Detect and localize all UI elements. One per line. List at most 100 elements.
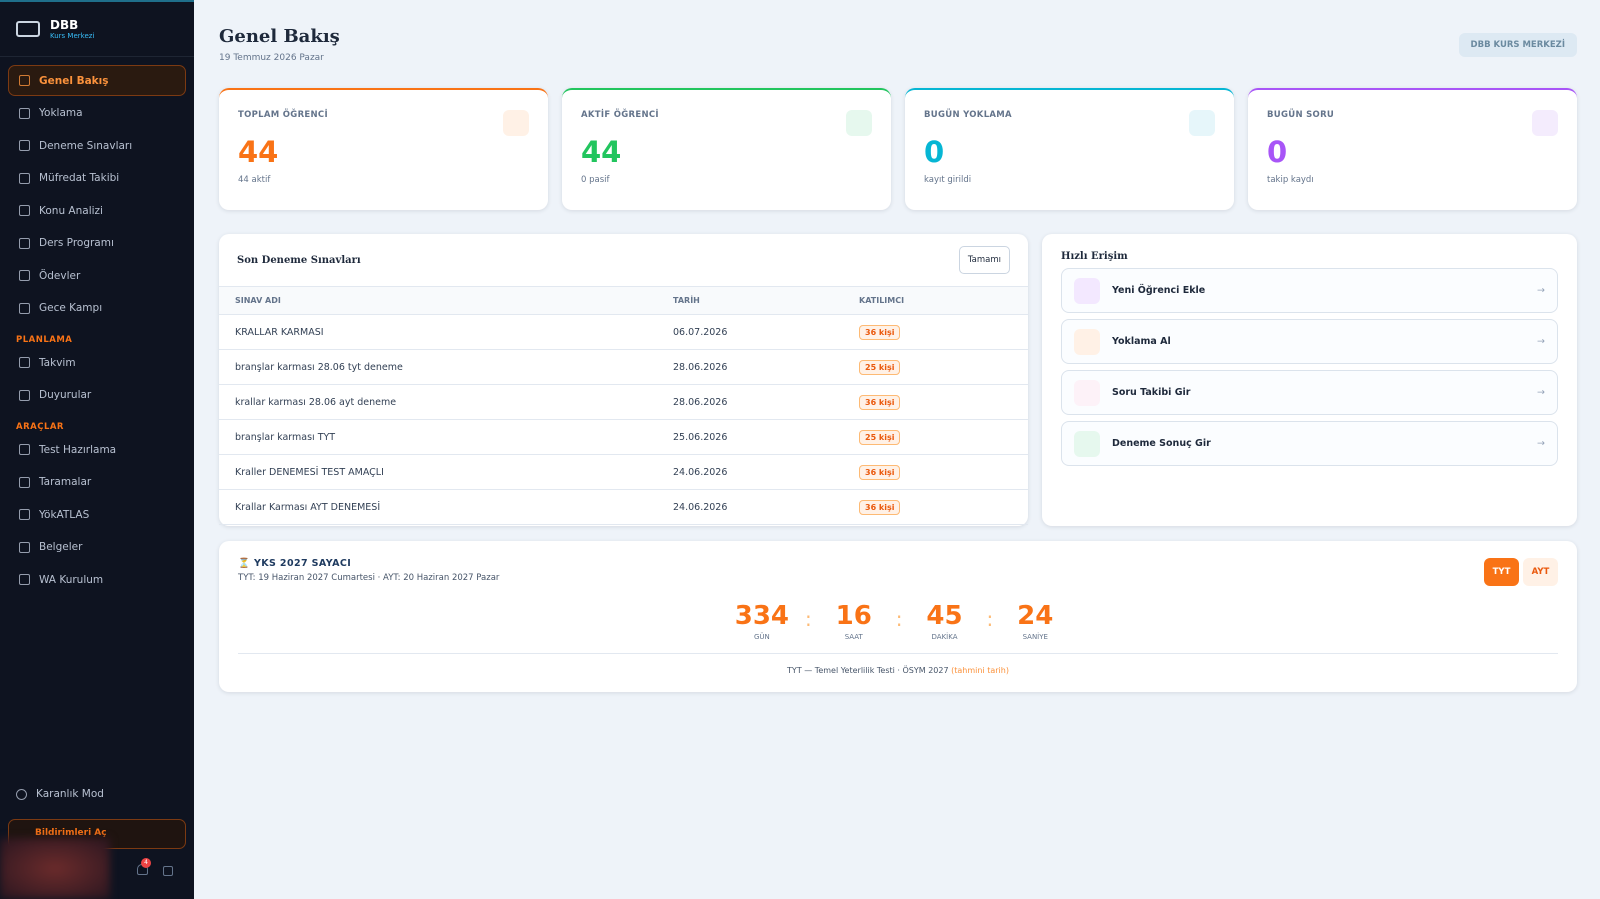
panel-title: Hızlı Erişim [1061,251,1128,262]
nav-item[interactable]: Ödevler [8,260,186,291]
table-row[interactable]: branşlar karması TYT 25.06.2026 25 kişi [219,420,1028,455]
nav-label: WA Kurulum [39,573,104,586]
nav-item[interactable]: YökATLAS [8,499,186,530]
avatar [0,838,110,899]
all-button[interactable]: Tamamı [958,246,1010,274]
tabs: TYT AYT [1484,558,1558,586]
tab[interactable]: AYT [1523,558,1558,586]
cell-text: 06.07.2026 [673,326,728,338]
footer-text: TYT — Temel Yeterlilik Testi · ÖSYM 2027 [787,666,949,675]
unit-label: GÜN [753,633,770,641]
stat-icon [846,110,872,136]
quick-label: Soru Takibi Gir [1112,387,1191,398]
table-row[interactable]: branşlar karması 28.06 tyt deneme 28.06.2… [219,350,1028,385]
cell: KRALLAR KARMASI [235,327,673,338]
sidebar: DBB Kurs Merkezi Genel Bakış Yoklama Deneme… [0,0,194,899]
nav-label: Takvim [39,356,76,369]
icon [19,107,30,119]
cell-text: branşlar karması 28.06 tyt deneme [235,361,403,373]
nav-label: Deneme Sınavları [39,139,133,152]
cell-text: 28.06.2026 [673,396,728,408]
cell: 25.06.2026 [673,432,859,443]
nav-item[interactable]: Müfredat Takibi [8,163,186,194]
unit-label: SAAT [844,633,863,641]
nav-item[interactable]: Test Hazırlama [8,434,186,465]
table-row[interactable]: Kraller DENEMESİ TEST AMAÇLI 24.06.2026 36… [219,455,1028,490]
nav-label: Belgeler [39,541,83,553]
arrow: → [1537,285,1545,296]
stat-value: 0 [924,135,945,169]
exams-header: Son Deneme Sınavları Tamamı [219,234,1028,287]
table-row[interactable]: KRALLAR KARMASI 06.07.2026 36 kişi [219,315,1028,350]
nav-item[interactable]: Konu Analizi [8,195,186,226]
quick-icon [1074,328,1100,355]
brand-title: DBB [50,18,79,32]
unit-label: SANİYE [1022,633,1048,641]
main: Genel Bakış 19 Temmuz 2026 Pazar DBB KUR… [219,0,1577,692]
participant-pill: 36 kişi [859,464,901,480]
footer-note: (tahmini tarih) [951,666,1009,675]
stat-label: AKTİF ÖĞRENCİ [581,110,659,120]
tab[interactable]: TYT [1484,558,1519,586]
logo [16,21,40,37]
icon [19,357,30,368]
nav: Genel Bakış Yoklama Deneme Sınavları Müfred… [0,57,194,595]
stat-card: BUGÜN SORU 0 takip kaydı [1248,88,1577,210]
nav-label: Duyurular [39,389,92,401]
unit-value: 16 [835,601,872,631]
nav-item[interactable]: Ders Programı [8,228,186,259]
table-row[interactable]: Krallar Karması AYT DENEMESİ 24.06.2026 36… [219,490,1028,525]
unit-value: 24 [1017,601,1054,631]
quick-icon [1074,379,1100,406]
stat-card: BUGÜN YOKLAMA 0 kayıt girildi [905,88,1234,210]
cell: 28.06.2026 [673,397,859,408]
cell: 36 kişi [859,324,901,340]
cell: 25 kişi [859,359,901,375]
unit-label: DAKİKA [931,633,958,641]
quick-item[interactable]: Deneme Sonuç Gir → [1061,421,1558,466]
cell: 36 kişi [859,464,901,480]
nav-item[interactable]: Takvim [8,347,186,378]
brand-subtitle: Kurs Merkezi [50,32,95,40]
column-header: SINAV ADI [235,296,281,305]
nav-item[interactable]: Duyurular [8,380,186,411]
unit: 334 GÜN [735,601,789,641]
participant-pill: 36 kişi [859,394,901,410]
separator: : [986,607,994,631]
column-header: TARİH [673,296,700,305]
icon [19,476,30,488]
nav-item[interactable]: Genel Bakış [8,65,186,96]
table-row[interactable]: krallar karması 28.06 ayt deneme 28.06.20… [219,385,1028,420]
nav-item[interactable]: Deneme Sınavları [8,130,186,161]
stat-label: BUGÜN YOKLAMA [924,110,1012,120]
date: 19 Temmuz 2026 Pazar [219,53,324,63]
cell-text: 24.06.2026 [673,466,728,478]
stat-icon [1532,110,1558,136]
logout[interactable] [163,866,173,876]
cell: 28.06.2026 [673,362,859,373]
icon [19,389,30,401]
nav-item[interactable]: Gece Kampı [8,293,186,324]
cell: Krallar Karması AYT DENEMESİ [235,502,673,513]
nav-item[interactable]: Belgeler [8,532,186,563]
cell: krallar karması 28.06 ayt deneme [235,397,673,408]
brand: DBB Kurs Merkezi [0,0,194,57]
nav-label: Genel Bakış [39,74,109,87]
quick-item[interactable]: Yoklama Al → [1061,319,1558,364]
dark-mode[interactable]: Karanlık Mod [16,788,104,800]
nav-item[interactable]: Taramalar [8,467,186,498]
dark-mode-label: Karanlık Mod [36,788,104,800]
quick-item[interactable]: Soru Takibi Gir → [1061,370,1558,415]
separator: : [805,607,812,631]
nav-item[interactable]: WA Kurulum [8,564,186,595]
quick-item[interactable]: Yeni Öğrenci Ekle → [1061,268,1558,313]
quick-label: Deneme Sonuç Gir [1112,438,1211,449]
stat-card: AKTİF ÖĞRENCİ 44 0 pasif [562,88,891,210]
nav-item[interactable]: Yoklama [8,98,186,129]
cell: 36 kişi [859,394,901,410]
countdown-footer: TYT — Temel Yeterlilik Testi · ÖSYM 2027… [238,653,1558,675]
column-header: KATILIMCI [859,296,905,305]
icon [19,75,30,86]
cell-text: Kraller DENEMESİ TEST AMAÇLI [235,466,384,478]
participant-pill: 25 kişi [859,359,901,375]
